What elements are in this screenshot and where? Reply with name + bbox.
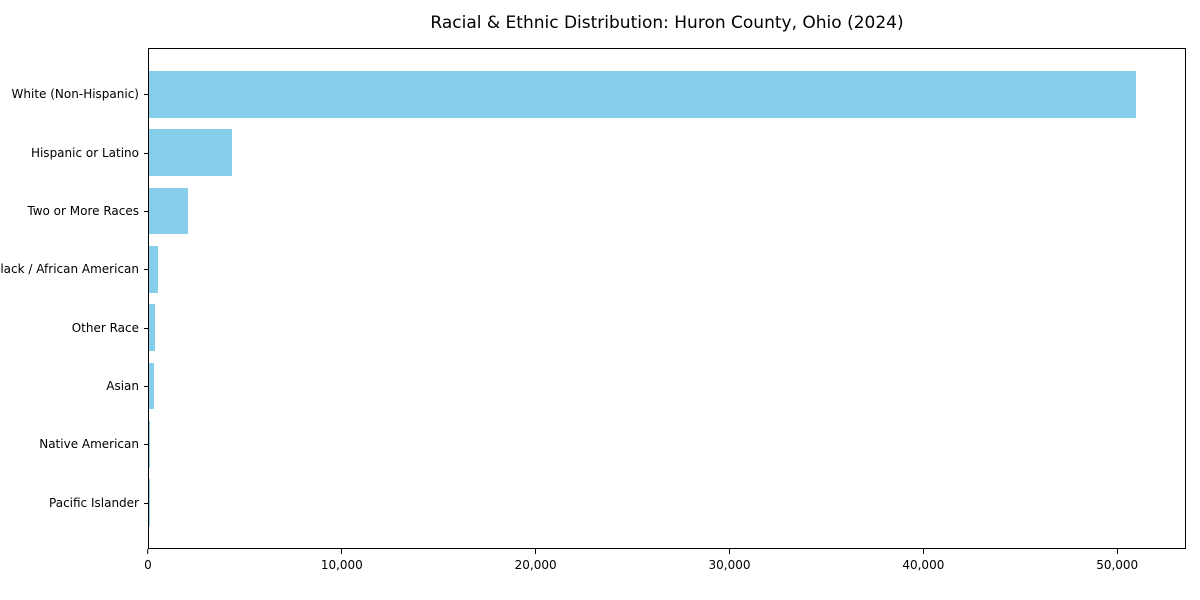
y-tick-mark xyxy=(144,386,148,388)
y-tick-mark xyxy=(144,502,148,504)
x-tick: 30,000 xyxy=(709,549,751,572)
y-axis-category-label: Two or More Races xyxy=(27,203,139,218)
y-axis-category-label: Hispanic or Latino xyxy=(30,145,139,160)
bar-row: Hispanic or Latino xyxy=(31,123,1185,181)
x-tick-mark xyxy=(535,549,537,554)
x-tick-label: 50,000 xyxy=(1096,558,1139,572)
bar xyxy=(149,70,1136,118)
x-tick-label: 20,000 xyxy=(514,558,557,572)
plot-area: White (Non-Hispanic) Hispanic or Latino Tw… xyxy=(0,48,1186,549)
bar-row: Black / African American xyxy=(0,240,1185,298)
y-tick-mark xyxy=(144,152,148,154)
chart-title: Racial & Ethnic Distribution: Huron Coun… xyxy=(430,13,904,33)
x-tick: 20,000 xyxy=(515,549,557,572)
x-tick-label: 30,000 xyxy=(708,558,751,572)
x-tick-mark xyxy=(1116,549,1118,554)
bar xyxy=(149,421,150,468)
y-axis-category-label: Black / African American xyxy=(0,262,139,277)
y-axis-category-label: Native American xyxy=(39,437,139,452)
bar-row: White (Non-Hispanic) xyxy=(12,65,1185,123)
bar-row: Pacific Islander xyxy=(49,474,1185,532)
y-axis-category-label: White (Non-Hispanic) xyxy=(11,87,139,102)
y-axis-category-label: Pacific Islander xyxy=(49,495,139,510)
bar-row: Native American xyxy=(39,415,1185,473)
x-tick-label: 0 xyxy=(144,558,152,572)
x-tick-mark xyxy=(147,549,149,554)
bar-row: Asian xyxy=(106,357,1185,415)
y-axis-category-label: Other Race xyxy=(71,320,139,335)
x-tick: 0 xyxy=(144,549,152,572)
bar xyxy=(149,129,233,176)
bar-row: Two or More Races xyxy=(27,182,1185,240)
x-tick-label: 40,000 xyxy=(902,558,945,572)
x-tick-mark xyxy=(341,549,343,554)
y-tick-mark xyxy=(144,327,148,329)
x-axis: 0 10,000 20,000 30,000 40,000 50,000 xyxy=(144,549,1186,589)
x-tick-mark xyxy=(922,549,924,554)
y-tick-mark xyxy=(144,210,148,212)
x-tick: 50,000 xyxy=(1096,549,1138,572)
bar xyxy=(149,187,188,235)
x-tick-mark xyxy=(729,549,730,554)
x-tick: 40,000 xyxy=(902,549,944,572)
y-tick-mark xyxy=(144,94,148,96)
y-tick-mark xyxy=(144,444,148,446)
y-tick-mark xyxy=(144,269,148,271)
bar xyxy=(149,245,158,293)
bar xyxy=(149,362,154,410)
bar xyxy=(149,304,155,352)
x-tick: 10,000 xyxy=(321,549,363,572)
bar-rows: White (Non-Hispanic) Hispanic or Latino Tw… xyxy=(0,49,1185,548)
x-tick-label: 10,000 xyxy=(320,558,363,572)
y-axis-category-label: Asian xyxy=(106,379,139,394)
bar-row: Other Race xyxy=(72,299,1185,357)
